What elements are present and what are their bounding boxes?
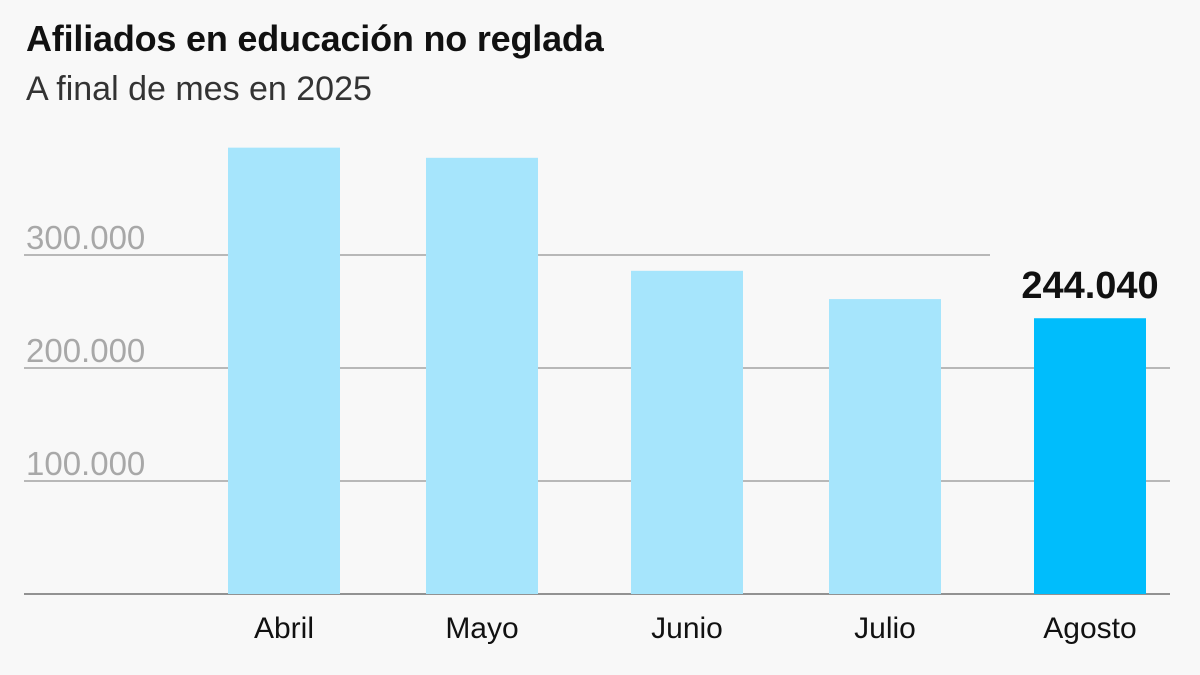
x-category-label: Agosto <box>1043 612 1136 645</box>
chart-title: Afiliados en educación no reglada <box>26 18 604 59</box>
bar <box>631 270 743 594</box>
y-tick-label: 100.000 <box>26 445 145 482</box>
bar <box>228 147 340 594</box>
x-category-label: Junio <box>651 612 723 645</box>
highlight-value-label: 244.040 <box>1021 265 1158 307</box>
bar <box>426 157 538 594</box>
x-category-label: Abril <box>254 612 314 645</box>
y-tick-label: 200.000 <box>26 332 145 369</box>
x-category-label: Julio <box>854 612 916 645</box>
labels: 100.000 200.000 300.000 Abril Mayo Junio Julio… <box>26 219 1159 645</box>
bar-highlight <box>1034 318 1146 594</box>
x-category-label: Mayo <box>445 612 518 645</box>
y-tick-label: 300.000 <box>26 219 145 256</box>
chart-subtitle: A final de mes en 2025 <box>26 70 372 108</box>
gridlines <box>24 254 1170 595</box>
bars <box>228 147 1146 594</box>
bar <box>829 299 941 594</box>
